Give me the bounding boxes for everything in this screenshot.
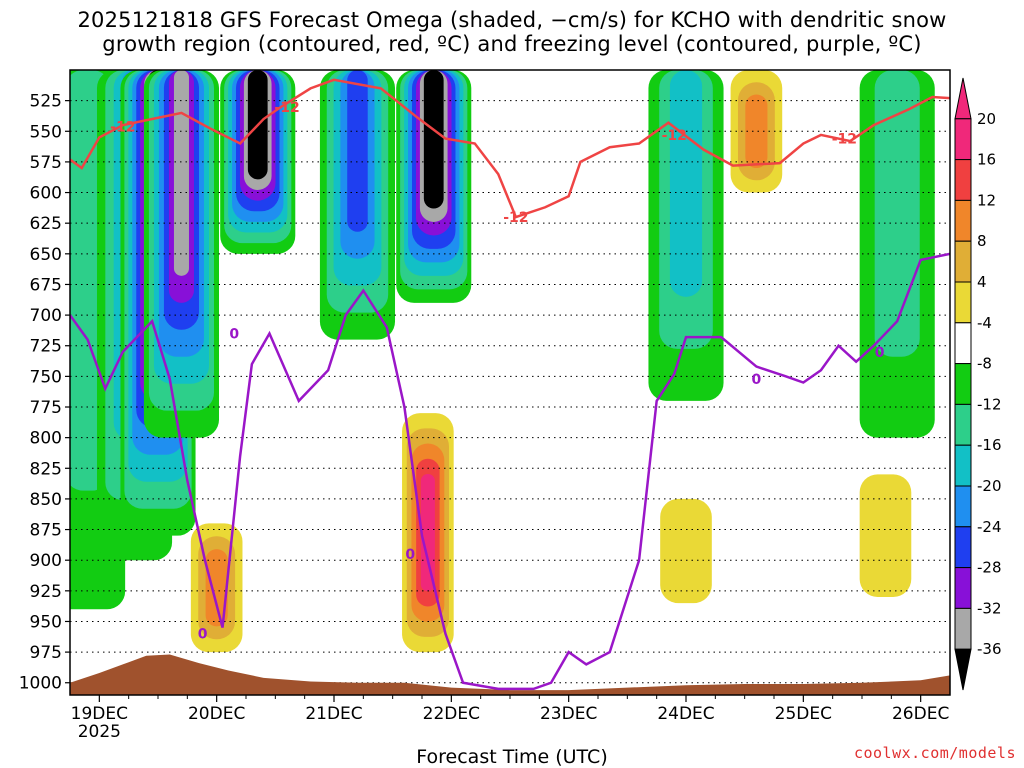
colorbar-band-1	[954, 159, 972, 201]
chart-title-line-2: growth region (contoured, red, ºC) and f…	[102, 32, 922, 56]
y-tick-label-575: 575	[30, 153, 62, 173]
colorbar-label-10: -24	[977, 518, 1002, 536]
colorbar-band-0	[954, 118, 972, 161]
colorbar-band-10	[954, 526, 972, 569]
x-axis-label: Forecast Time (UTC)	[416, 746, 608, 768]
omega-cell-7-4	[420, 473, 435, 592]
x-tick-label-22DEC: 22DEC	[423, 704, 480, 724]
omega-cell-8-2	[205, 549, 228, 627]
colorbar-top-arrow	[954, 77, 972, 120]
omega-cell-12-0	[660, 498, 712, 604]
y-tick-label-925: 925	[30, 582, 62, 602]
colorbar-label-0: 20	[977, 110, 996, 128]
colorbar-label-1: 16	[977, 151, 996, 169]
x-tick-label-26DEC: 26DEC	[892, 704, 949, 724]
y-tick-label-550: 550	[30, 122, 62, 142]
x-year-label: 2025	[78, 722, 121, 742]
freezing-contour-label-4: 0	[875, 345, 885, 361]
dgz-contour-label-2: -12	[503, 210, 528, 226]
y-tick-label-975: 975	[30, 643, 62, 663]
y-tick-label-650: 650	[30, 245, 62, 265]
colorbar-label-11: -28	[977, 559, 1002, 577]
omega-cell-6-8	[427, 70, 440, 195]
dgz-contour-label-0: -12	[110, 119, 135, 135]
y-tick-label-750: 750	[30, 367, 62, 387]
colorbar-label-7: -12	[977, 395, 1002, 413]
omega-cell-13-0	[859, 474, 912, 597]
y-tick-label-700: 700	[30, 306, 62, 326]
chart-title-line-1: 2025121818 GFS Forecast Omega (shaded, −…	[77, 8, 947, 32]
colorbar-band-8	[954, 444, 972, 487]
y-axis: 525 550 575 600 625 650 675 700 725 750 775 800 825 8…	[19, 92, 70, 694]
y-tick-label-825: 825	[30, 459, 62, 479]
colorbar-label-2: 12	[977, 191, 996, 209]
omega-cell-5-4	[347, 70, 368, 232]
y-tick-label-675: 675	[30, 275, 62, 295]
dgz-contour-label-4: -12	[832, 132, 857, 148]
colorbar-label-3: 8	[977, 232, 987, 250]
omega-cell-3-6	[173, 70, 189, 276]
x-tick-label-23DEC: 23DEC	[540, 704, 597, 724]
grid-lines	[70, 100, 950, 684]
y-tick-label-725: 725	[30, 337, 62, 357]
y-tick-label-525: 525	[30, 92, 62, 112]
y-tick-label-625: 625	[30, 214, 62, 234]
x-tick-label-20DEC: 20DEC	[188, 704, 245, 724]
colorbar-band-12	[954, 607, 972, 650]
x-tick-label-21DEC: 21DEC	[305, 704, 362, 724]
colorbar-label-12: -32	[977, 599, 1002, 617]
x-tick-label-24DEC: 24DEC	[657, 704, 714, 724]
y-tick-label-875: 875	[30, 521, 62, 541]
freezing-contour-label-2: 0	[405, 547, 415, 563]
y-tick-label-850: 850	[30, 490, 62, 510]
terrain-fill	[70, 654, 950, 695]
omega-cell-10-2	[745, 94, 768, 169]
colorbar-band-9	[954, 485, 972, 528]
y-tick-label-600: 600	[30, 184, 62, 204]
colorbar-bottom-arrow	[954, 648, 972, 691]
credit-text[interactable]: coolwx.com/models	[853, 744, 1016, 762]
freezing-contour-label-1: 0	[198, 627, 208, 643]
y-tick-label-775: 775	[30, 398, 62, 418]
colorbar-label-5: -4	[977, 314, 992, 332]
freezing-contour-line	[70, 252, 950, 691]
contour-layer: -12 -12 -12 -12 -12 0 0 0 0 0	[70, 78, 950, 695]
dgz-contour-label-3: -12	[662, 128, 687, 144]
colorbar: 20 16 12 8 4 -4 -8 -12 -16 -20 -24 -28 -32 -36	[954, 77, 1002, 691]
colorbar-label-4: 4	[977, 273, 987, 291]
colorbar-band-2	[954, 199, 972, 242]
x-tick-label-25DEC: 25DEC	[775, 704, 832, 724]
colorbar-label-13: -36	[977, 640, 1002, 658]
dgz-contour-line	[70, 78, 950, 219]
colorbar-label-8: -16	[977, 436, 1002, 454]
x-tick-label-19DEC: 19DEC	[71, 704, 128, 724]
y-tick-label-900: 900	[30, 551, 62, 571]
colorbar-band-6	[954, 363, 972, 405]
omega-cell-4-8	[251, 70, 264, 169]
colorbar-band-4	[954, 281, 972, 324]
colorbar-band-5	[954, 322, 972, 365]
omega-cell-9-2	[669, 70, 703, 297]
y-tick-label-950: 950	[30, 612, 62, 632]
freezing-contour-label-0: 0	[229, 326, 239, 342]
colorbar-band-3	[954, 240, 972, 283]
y-tick-label-800: 800	[30, 429, 62, 449]
freezing-contour-label-3: 0	[752, 372, 762, 388]
dgz-contour-label-1: -12	[274, 100, 299, 116]
colorbar-label-9: -20	[977, 477, 1002, 495]
x-axis: 19DEC 20DEC 21DEC 22DEC 23DEC 24DEC 25DEC 26DEC…	[71, 695, 949, 742]
y-tick-label-1000: 1000	[19, 674, 62, 694]
colorbar-band-11	[954, 567, 972, 609]
colorbar-label-6: -8	[977, 355, 992, 373]
omega-cell-11-1	[874, 70, 920, 357]
colorbar-band-7	[954, 403, 972, 446]
